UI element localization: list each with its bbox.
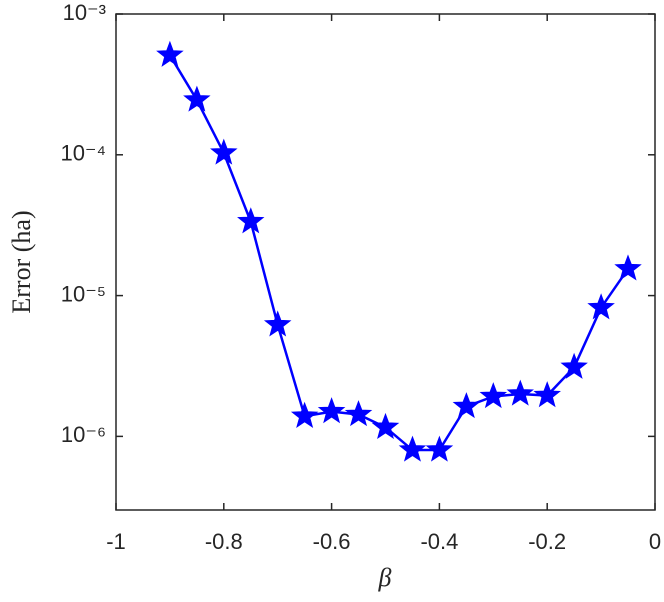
star-marker — [344, 400, 373, 427]
star-marker — [614, 254, 642, 281]
star-marker — [317, 397, 346, 424]
x-tick-label: -0.8 — [205, 529, 243, 554]
star-marker — [398, 435, 427, 462]
data-line — [168, 54, 630, 452]
x-tick-label: -0.4 — [420, 529, 458, 554]
star-marker — [290, 401, 319, 428]
star-marker — [452, 392, 481, 419]
x-tick-label: -1 — [106, 529, 126, 554]
x-axis-label: β — [378, 563, 392, 592]
star-marker — [560, 352, 588, 379]
star-marker — [156, 40, 184, 67]
plot-frame — [115, 13, 656, 511]
x-tick-label: -0.6 — [313, 529, 351, 554]
star-marker — [210, 138, 238, 165]
star-marker — [587, 293, 615, 320]
star-marker — [183, 85, 211, 112]
star-marker — [479, 382, 508, 409]
star-marker — [506, 379, 534, 406]
star-marker — [425, 435, 454, 462]
star-marker — [533, 381, 561, 408]
y-axis-label: Error (ha) — [7, 210, 36, 313]
star-marker — [263, 310, 292, 337]
x-tick-label: -0.2 — [528, 529, 566, 554]
star-marker — [371, 412, 400, 439]
y-tick-label: 10⁻⁵ — [61, 281, 106, 306]
star-marker — [237, 207, 265, 234]
y-tick-label: 10⁻⁶ — [61, 422, 106, 447]
x-tick-label: 0 — [649, 529, 661, 554]
y-tick-label: 10⁻⁴ — [60, 141, 106, 166]
y-tick-label: 10⁻³ — [63, 0, 106, 25]
